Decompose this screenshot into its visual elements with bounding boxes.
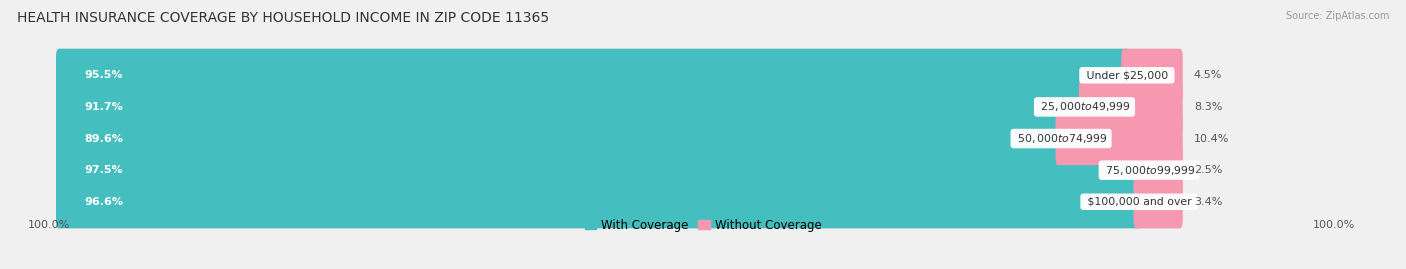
Text: 96.6%: 96.6% bbox=[84, 197, 122, 207]
FancyBboxPatch shape bbox=[56, 49, 1129, 102]
FancyBboxPatch shape bbox=[56, 112, 1182, 165]
FancyBboxPatch shape bbox=[56, 144, 1182, 197]
Text: $100,000 and over: $100,000 and over bbox=[1084, 197, 1195, 207]
Text: 3.4%: 3.4% bbox=[1194, 197, 1222, 207]
FancyBboxPatch shape bbox=[56, 175, 1182, 228]
Text: $50,000 to $74,999: $50,000 to $74,999 bbox=[1014, 132, 1108, 145]
Text: 97.5%: 97.5% bbox=[84, 165, 122, 175]
FancyBboxPatch shape bbox=[1143, 144, 1182, 197]
FancyBboxPatch shape bbox=[56, 80, 1182, 133]
FancyBboxPatch shape bbox=[56, 112, 1064, 165]
Text: 2.5%: 2.5% bbox=[1194, 165, 1222, 175]
Text: 10.4%: 10.4% bbox=[1194, 133, 1229, 144]
Text: 100.0%: 100.0% bbox=[1313, 220, 1355, 229]
Text: 8.3%: 8.3% bbox=[1194, 102, 1222, 112]
Text: Under $25,000: Under $25,000 bbox=[1083, 70, 1171, 80]
FancyBboxPatch shape bbox=[1056, 112, 1182, 165]
FancyBboxPatch shape bbox=[1078, 80, 1182, 133]
Legend: With Coverage, Without Coverage: With Coverage, Without Coverage bbox=[585, 219, 821, 232]
FancyBboxPatch shape bbox=[1122, 49, 1182, 102]
Text: HEALTH INSURANCE COVERAGE BY HOUSEHOLD INCOME IN ZIP CODE 11365: HEALTH INSURANCE COVERAGE BY HOUSEHOLD I… bbox=[17, 11, 548, 25]
Text: 100.0%: 100.0% bbox=[28, 220, 70, 229]
Text: $25,000 to $49,999: $25,000 to $49,999 bbox=[1038, 100, 1132, 114]
FancyBboxPatch shape bbox=[56, 80, 1087, 133]
Text: 89.6%: 89.6% bbox=[84, 133, 122, 144]
Text: 4.5%: 4.5% bbox=[1194, 70, 1222, 80]
FancyBboxPatch shape bbox=[1133, 175, 1182, 228]
FancyBboxPatch shape bbox=[56, 49, 1182, 102]
Text: $75,000 to $99,999: $75,000 to $99,999 bbox=[1102, 164, 1197, 177]
FancyBboxPatch shape bbox=[56, 175, 1142, 228]
Text: 95.5%: 95.5% bbox=[84, 70, 122, 80]
FancyBboxPatch shape bbox=[56, 144, 1152, 197]
Text: Source: ZipAtlas.com: Source: ZipAtlas.com bbox=[1285, 11, 1389, 21]
Text: 91.7%: 91.7% bbox=[84, 102, 122, 112]
